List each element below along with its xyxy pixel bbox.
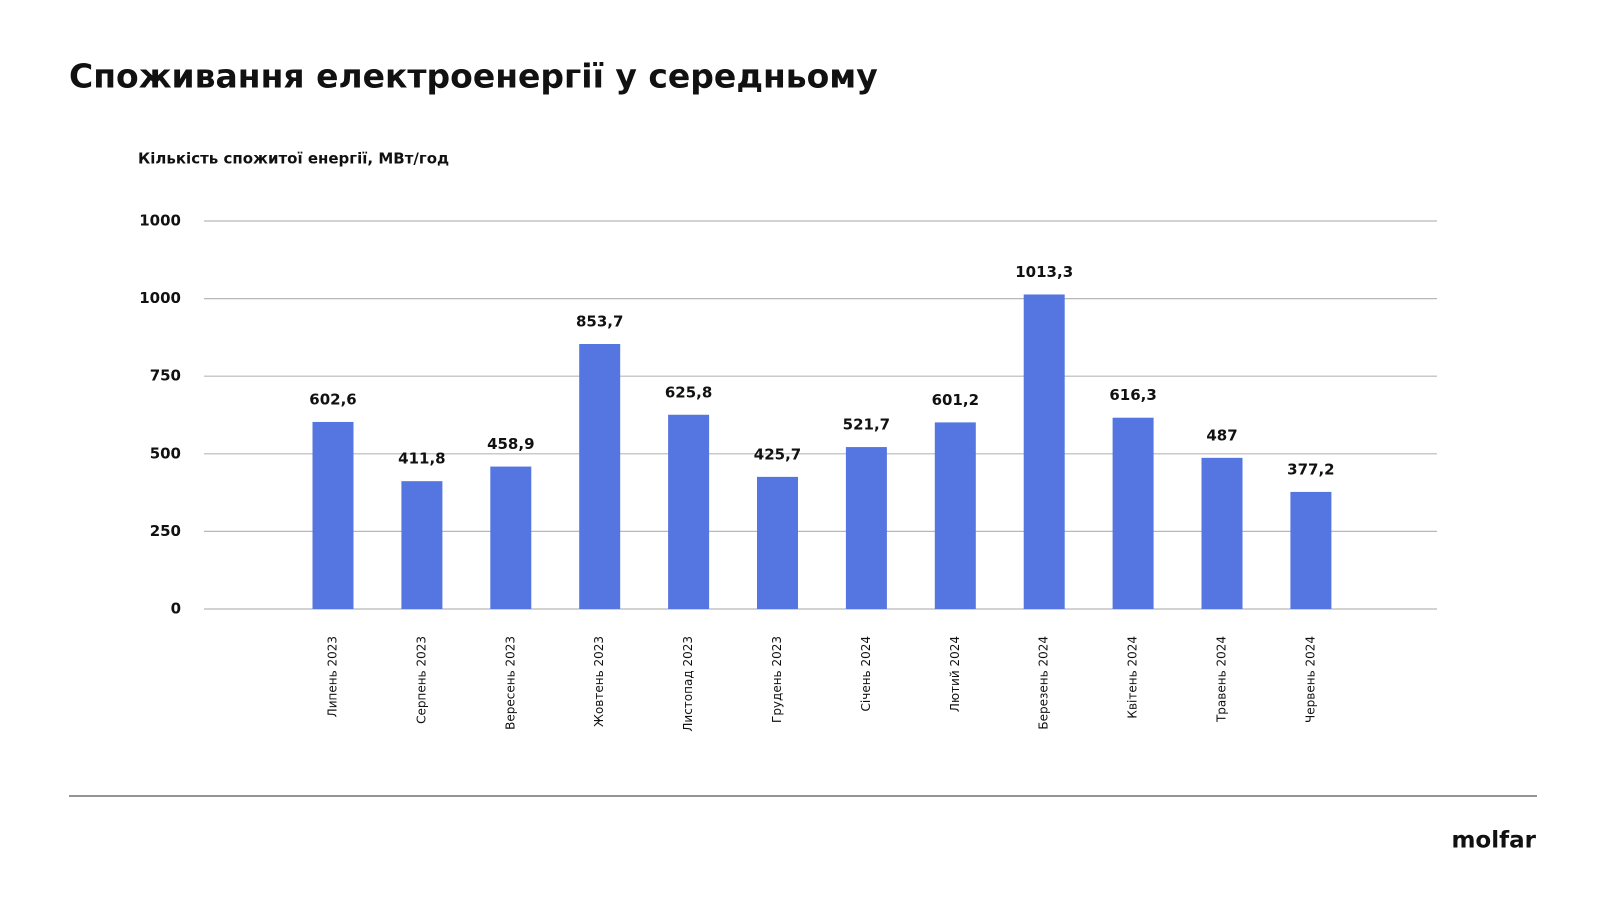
bar bbox=[401, 481, 443, 609]
value-label: 853,7 bbox=[576, 313, 623, 331]
value-label: 487 bbox=[1206, 426, 1237, 444]
chart-title: Споживання електроенергії у середньому bbox=[69, 57, 878, 96]
y-tick-label: 1000 bbox=[139, 289, 181, 307]
x-tick-label: Грудень 2023 bbox=[770, 636, 784, 723]
value-label: 377,2 bbox=[1287, 460, 1334, 478]
value-label: 458,9 bbox=[487, 435, 534, 453]
y-tick-label: 750 bbox=[150, 367, 181, 385]
x-tick-label: Січень 2024 bbox=[859, 636, 873, 711]
bar bbox=[579, 344, 621, 609]
x-tick-label: Березень 2024 bbox=[1037, 636, 1051, 730]
value-label: 1013,3 bbox=[1015, 263, 1073, 281]
x-tick-label: Квітень 2024 bbox=[1126, 636, 1140, 719]
x-tick-label: Жовтень 2023 bbox=[592, 636, 606, 727]
value-label: 411,8 bbox=[398, 450, 445, 468]
bar bbox=[490, 466, 532, 609]
value-label: 601,2 bbox=[932, 391, 979, 409]
logo: molfar bbox=[1451, 828, 1536, 854]
x-tick-label: Листопад 2023 bbox=[681, 636, 695, 732]
bar bbox=[1290, 491, 1332, 609]
bar bbox=[1112, 417, 1154, 609]
x-tick-label: Червень 2024 bbox=[1303, 636, 1317, 723]
x-tick-label: Вересень 2023 bbox=[503, 636, 517, 730]
y-tick-label: 250 bbox=[150, 522, 181, 540]
y-tick-label: 500 bbox=[150, 444, 181, 462]
value-label: 625,8 bbox=[665, 383, 712, 401]
x-tick-label: Липень 2023 bbox=[326, 636, 340, 717]
value-label: 616,3 bbox=[1109, 386, 1156, 404]
bar bbox=[845, 447, 887, 609]
bar bbox=[1023, 294, 1065, 609]
value-label: 602,6 bbox=[309, 390, 356, 408]
bar bbox=[934, 422, 976, 609]
x-tick-label: Травень 2024 bbox=[1215, 636, 1229, 723]
bar bbox=[1201, 457, 1243, 609]
bar bbox=[312, 421, 354, 609]
value-label: 521,7 bbox=[843, 416, 890, 434]
y-tick-label: 1000 bbox=[139, 212, 181, 230]
value-label: 425,7 bbox=[754, 445, 801, 463]
bar bbox=[668, 414, 710, 609]
y-axis-title: Кількість спожитої енергії, МВт/год bbox=[138, 150, 449, 168]
y-tick-label: 0 bbox=[171, 600, 181, 618]
x-tick-label: Лютий 2024 bbox=[948, 636, 962, 712]
x-tick-label: Серпень 2023 bbox=[414, 636, 428, 724]
bar bbox=[757, 476, 798, 609]
